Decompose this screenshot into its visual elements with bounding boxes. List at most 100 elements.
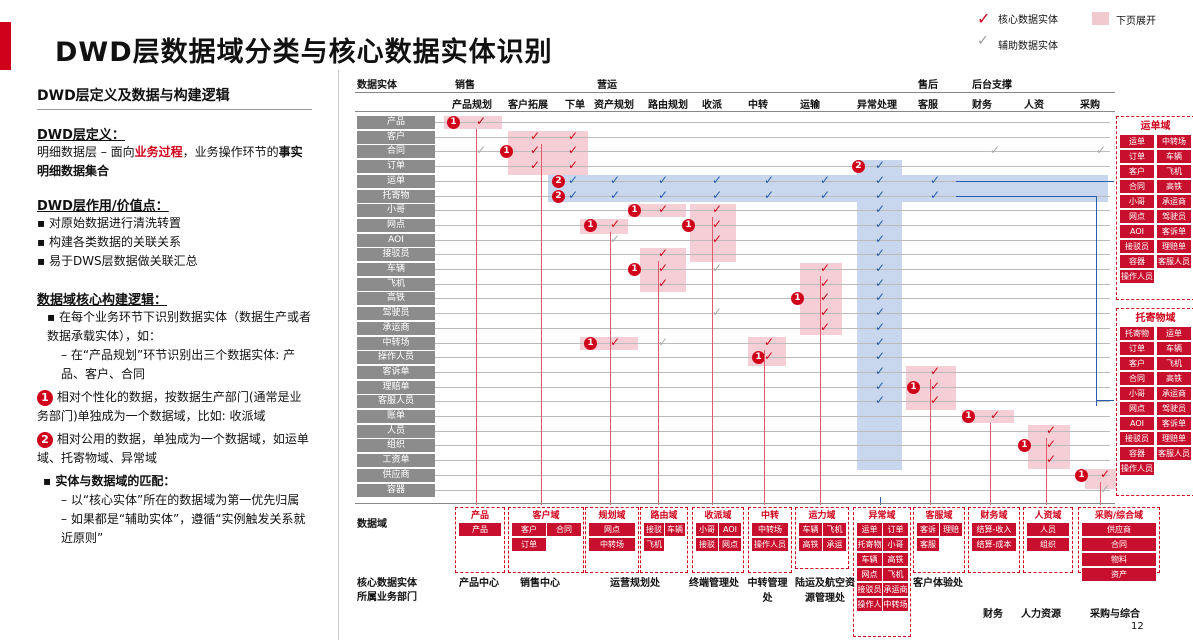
logic-title: 数据域核心构建逻辑： xyxy=(37,293,168,308)
process-header: 客服 xyxy=(918,100,938,111)
check-icon: ✓ xyxy=(820,275,831,290)
entity-label: 供应商 xyxy=(357,468,435,482)
side-cell: 运单 xyxy=(1157,327,1191,340)
domain-cell: 中转场 xyxy=(883,598,908,611)
check-icon: ✓ xyxy=(1046,452,1057,467)
row-line xyxy=(435,151,1110,153)
entity-label: 组织 xyxy=(357,439,435,453)
process-header: 资产规划 xyxy=(594,100,634,111)
rule-2: 2 相对公用的数据，单独成为一个数据域，如运单域、托寄物域、异常域 xyxy=(37,432,309,465)
domain-box: 财务域 结算-收入 结算-成本 xyxy=(968,507,1020,573)
check-icon: ✓ xyxy=(658,172,669,187)
check-icon: ✓ xyxy=(1046,422,1057,437)
entity-label: 账单 xyxy=(357,410,435,423)
entity-label: 运单 xyxy=(357,174,435,188)
entity-label: 工资单 xyxy=(357,454,435,468)
check-icon: ✓ xyxy=(875,202,886,217)
row-line xyxy=(435,283,1110,285)
check-icon: ✓ xyxy=(568,143,579,158)
entity-label: 产品 xyxy=(357,116,435,129)
check-icon: ✓ xyxy=(530,143,541,158)
arrow-line xyxy=(1100,481,1101,505)
dept-label-2: 所属业务部门 xyxy=(357,592,417,603)
domain-cell: 运单 xyxy=(857,523,882,536)
row-line xyxy=(435,136,1110,138)
check-icon: ✓ xyxy=(875,393,886,408)
side-cell: 网点 xyxy=(1120,210,1154,223)
check-icon: ✓ xyxy=(568,187,579,202)
side-cell: 承运商 xyxy=(1157,387,1191,400)
domain-box: 异常域 运单 订单 托寄物 小哥 车辆 高铁 网点 飞机 接驳员 承运商 操作人员 中转场 xyxy=(853,507,911,637)
waybill-domain-box: 运单域 运单 中转场 订单 车辆 客户 飞机 合同 高铁 小哥 承运商 网点 驾驶员 AOI 客诉单 接驳员… xyxy=(1116,116,1193,300)
entity-label: 小哥 xyxy=(357,204,435,218)
arrow-line xyxy=(990,423,991,505)
domain-cell: 客服人员 xyxy=(917,538,939,562)
check-icon: ✓ xyxy=(712,187,723,202)
value-item: ▪ 构建各类数据的关联关系 xyxy=(37,235,181,249)
number-badge: 1 xyxy=(907,380,920,394)
matrix-highlight xyxy=(548,174,1108,202)
domain-cell: 托寄物 xyxy=(857,538,882,551)
row-line xyxy=(435,313,1110,315)
domain-cell: 产品 xyxy=(459,523,501,536)
matrix-highlight xyxy=(690,204,736,263)
title-accent-bar xyxy=(0,22,11,70)
consign-domain-box: 托寄物域 托寄物 运单 订单 车辆 客户 飞机 合同 高铁 小哥 承运商 网点 驾驶员 AOI 客诉单 接驳… xyxy=(1116,308,1193,496)
check-icon: ✓ xyxy=(875,158,886,173)
row-line xyxy=(435,327,1110,329)
domain-cell: 操作人员 xyxy=(857,598,882,622)
side-cell: 车辆 xyxy=(1157,150,1191,163)
check-icon: ✓ xyxy=(1096,143,1107,158)
entity-label: 客诉单 xyxy=(357,365,435,379)
arrow-line xyxy=(610,231,611,505)
number-badge: 1 xyxy=(791,292,804,306)
check-icon: ✓ xyxy=(875,187,886,202)
check-icon: ✓ xyxy=(658,334,669,349)
arrow-line xyxy=(956,180,1114,182)
entity-label: 人员 xyxy=(357,424,435,438)
check-icon: ✓ xyxy=(930,187,941,202)
domain-title: 采购/综合域 xyxy=(1094,511,1144,521)
process-header: 人资 xyxy=(1024,100,1044,111)
row-line xyxy=(435,254,1110,256)
row-line xyxy=(435,371,1110,373)
side-cell: 中转场 xyxy=(1157,135,1191,148)
legend-core: 核心数据实体 xyxy=(998,15,1058,26)
side-cell: 理赔单 xyxy=(1157,432,1191,445)
dept-label: 客户体验处 xyxy=(913,578,963,589)
side-cell: 客诉单 xyxy=(1157,225,1191,238)
side-cell: 客户 xyxy=(1120,357,1154,370)
domain-title: 收派域 xyxy=(704,511,732,521)
check-icon: ✓ xyxy=(875,334,886,349)
row-line xyxy=(435,298,1110,300)
value-item: ▪ 对原始数据进行清洗转置 xyxy=(37,216,181,230)
dept-label: 中转管理处 xyxy=(747,578,788,604)
side-cell: 驾驶员 xyxy=(1157,210,1191,223)
number-badge: 1 xyxy=(682,218,695,232)
header-rule xyxy=(355,92,1115,93)
row-line xyxy=(435,430,1110,432)
check-icon: ✓ xyxy=(568,172,579,187)
domain-cell: 供应商 xyxy=(1082,523,1156,536)
arrow-line xyxy=(880,496,881,505)
side-cell: 客服人员 xyxy=(1157,447,1191,460)
number-badge: 1 xyxy=(752,351,765,365)
domain-cell: 车辆 xyxy=(665,523,685,536)
arrow-line xyxy=(956,195,1096,197)
side-cell: 接驳员 xyxy=(1120,432,1154,445)
row-line xyxy=(435,445,1110,447)
check-icon: ✓ xyxy=(476,143,487,158)
side-cell: 操作人员 xyxy=(1120,270,1154,283)
row-line xyxy=(435,386,1110,388)
domain-cell: 资产 xyxy=(1082,568,1156,581)
side-cell: AOI xyxy=(1120,225,1154,238)
side-cell: 操作人员 xyxy=(1120,462,1154,475)
domain-box: 收派域 小哥 AOI 接驳员 网点 xyxy=(692,507,744,573)
domain-cell: 订单 xyxy=(883,523,908,536)
arrow-line xyxy=(541,143,542,505)
check-icon: ✓ xyxy=(712,305,723,320)
domain-cell: 人员 xyxy=(1027,523,1069,536)
number-badge: 1 xyxy=(962,410,975,423)
check-icon: ✓ xyxy=(610,231,621,246)
domain-box: 中转 中转场 操作人员 xyxy=(748,507,792,573)
